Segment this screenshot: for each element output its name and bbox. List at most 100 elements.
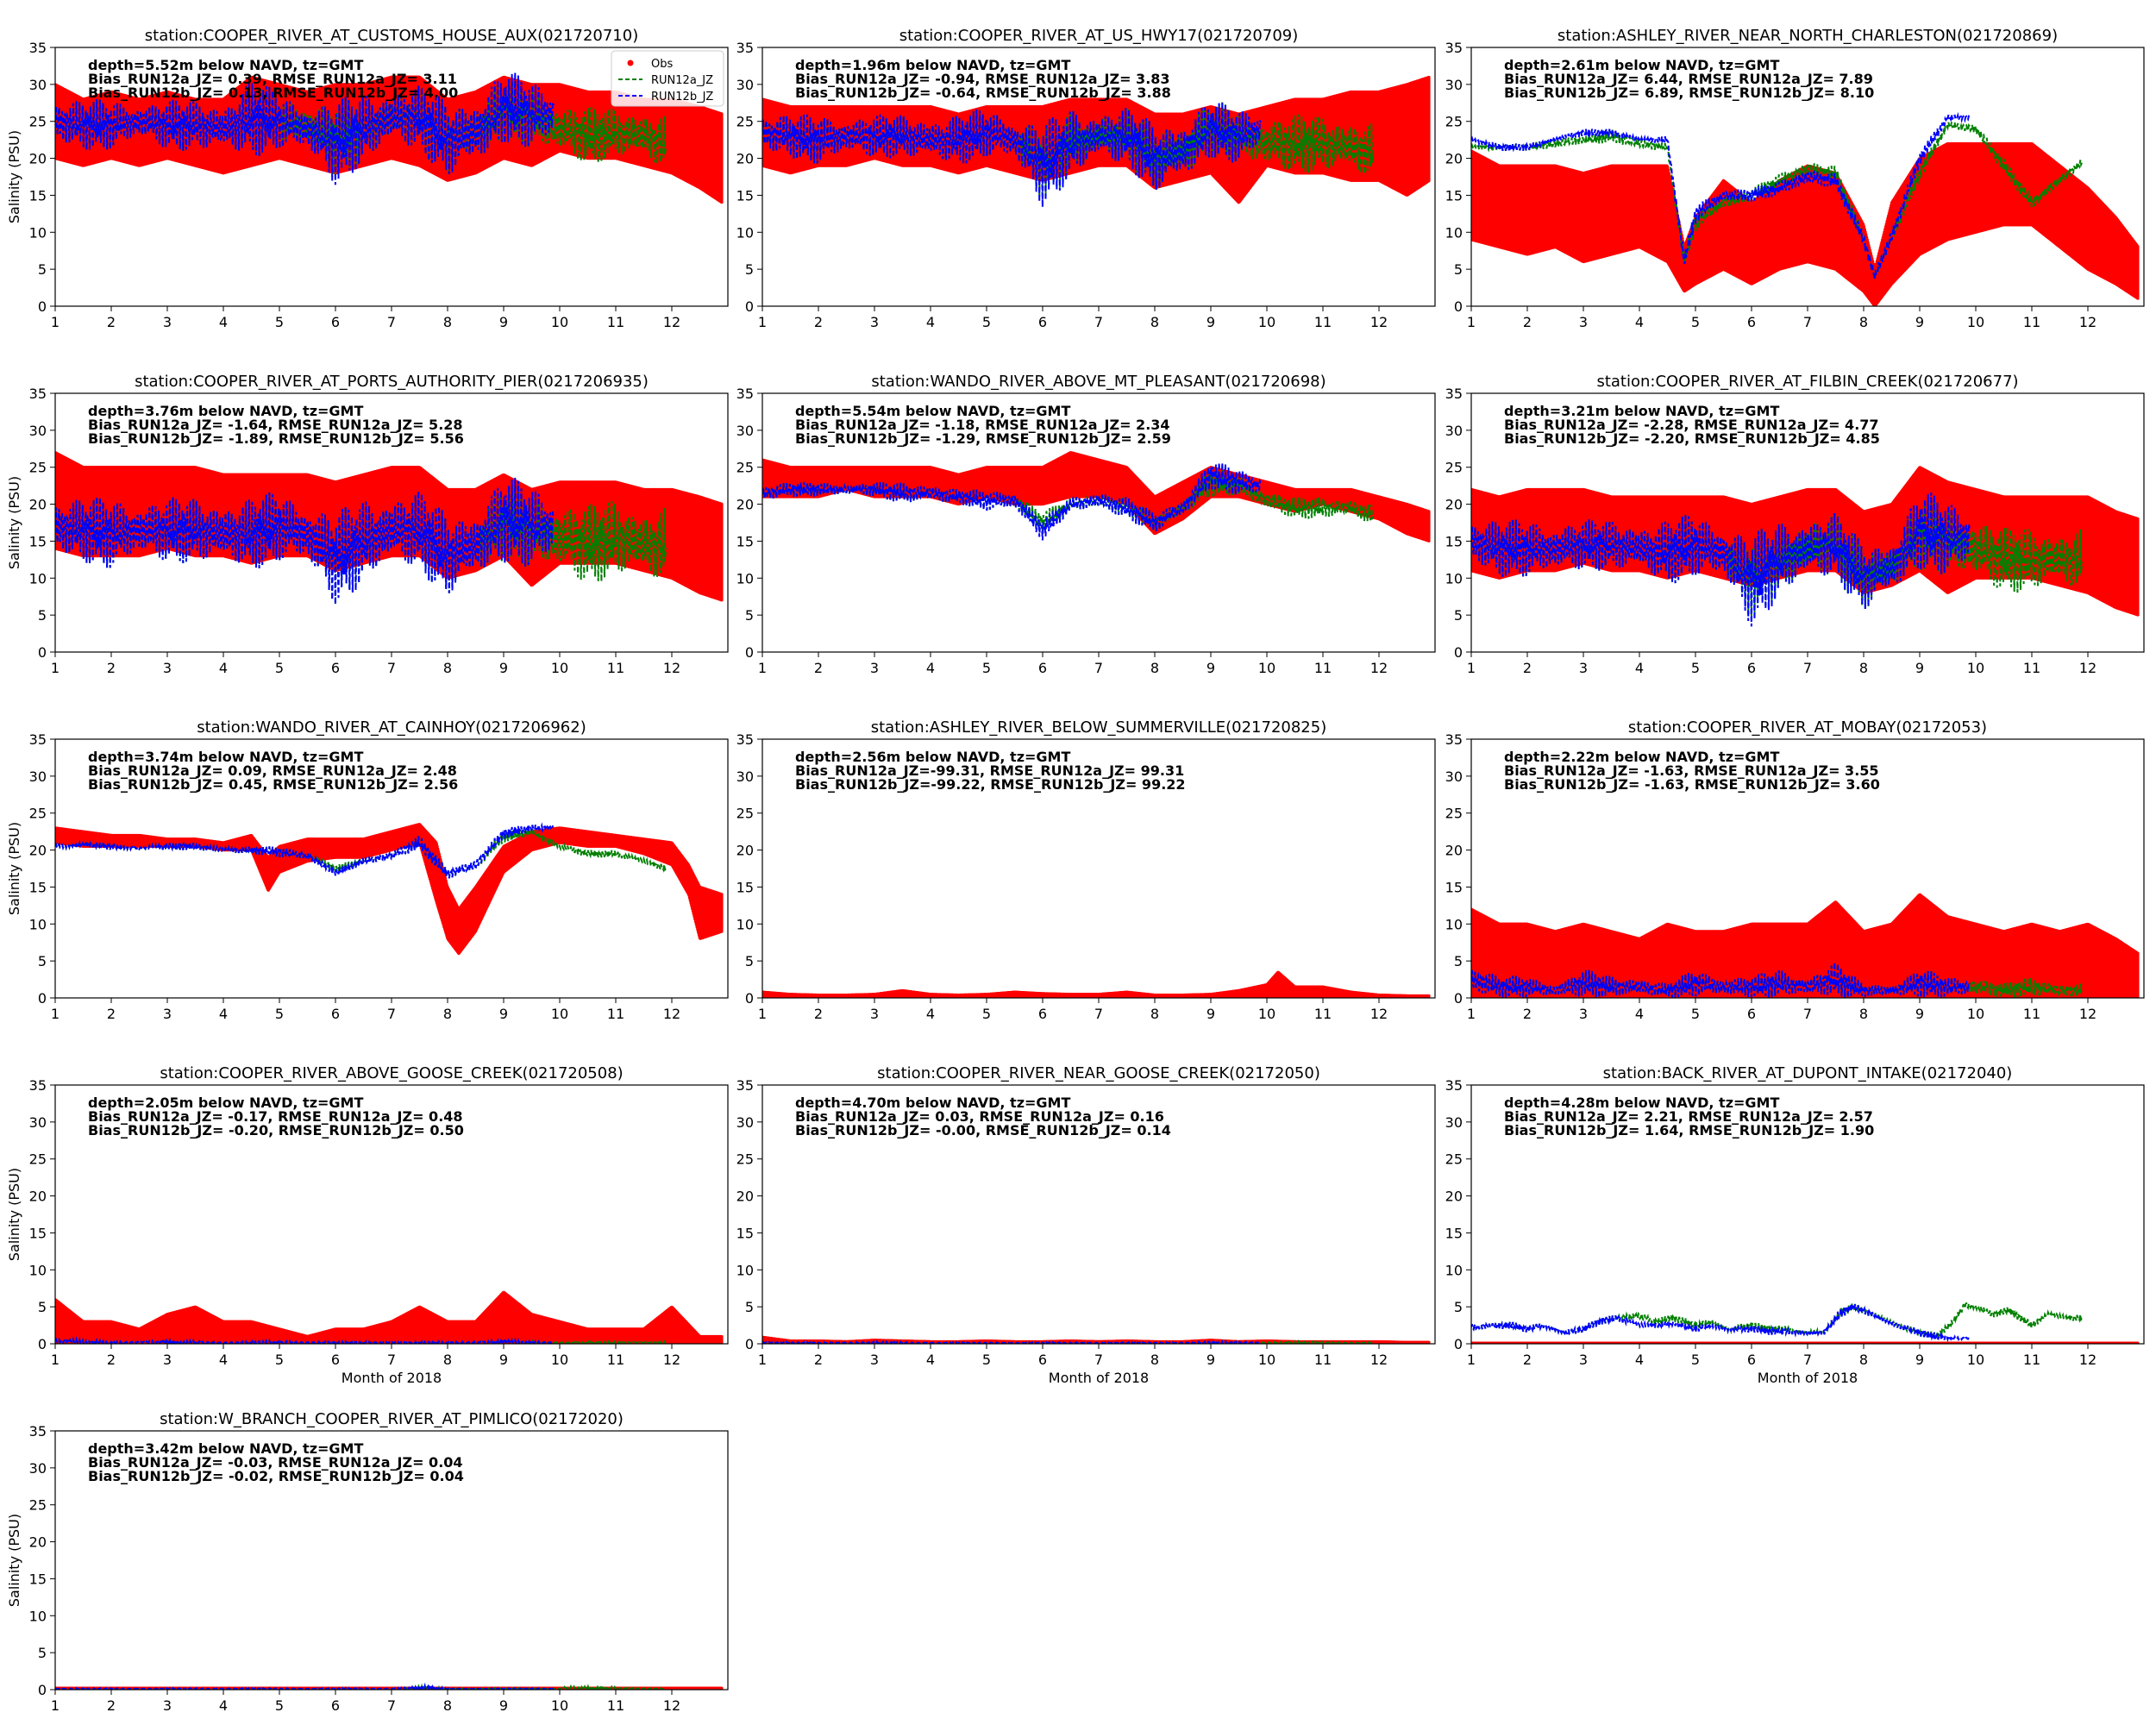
y-tick-label: 35 [29, 40, 47, 56]
y-tick-label: 30 [29, 423, 47, 439]
data-area [55, 450, 724, 605]
y-tick-label: 0 [1454, 298, 1463, 315]
y-tick-label: 30 [1445, 77, 1463, 93]
data-area [762, 451, 1431, 543]
panel-title: station:COOPER_RIVER_AT_PORTS_AUTHORITY_… [135, 373, 649, 391]
x-tick-label: 4 [219, 660, 228, 676]
x-tick-label: 2 [814, 314, 823, 330]
y-tick-label: 35 [1445, 40, 1463, 56]
y-tick-label: 20 [29, 497, 47, 513]
series-obs [1471, 141, 2140, 306]
x-tick-label: 8 [443, 314, 452, 330]
y-tick-label: 30 [736, 77, 754, 93]
y-tick-label: 20 [29, 151, 47, 167]
x-tick-label: 5 [275, 660, 284, 676]
y-tick-label: 35 [736, 40, 754, 56]
legend: Obs RUN12a_JZ RUN12b_JZ [611, 50, 724, 107]
stats-line: Bias_RUN12b_JZ= 0.13, RMSE_RUN12b_JZ= 4.… [88, 85, 458, 101]
x-tick-label: 7 [1803, 314, 1812, 330]
series-run12b-jz [55, 477, 555, 605]
y-axis-label: Salinity (PSU) [6, 130, 22, 223]
x-tick-label: 12 [663, 660, 680, 676]
y-tick-label: 15 [29, 533, 47, 549]
x-tick-label: 12 [663, 314, 680, 330]
series-run12a-jz [1471, 122, 2083, 280]
station-panel: 1 2 3 4 5 6 7 8 9 10 11 1205101520253035station:ASH… [1445, 27, 2145, 330]
x-tick-label: 4 [219, 314, 228, 330]
y-tick-label: 10 [736, 224, 754, 241]
x-tick-label: 12 [1370, 314, 1388, 330]
x-tick-label: 10 [551, 660, 568, 676]
x-tick-label: 6 [331, 660, 340, 676]
stats-line: depth=2.61m below NAVD, tz=GMT [1504, 57, 1779, 73]
y-axis-label: Salinity (PSU) [6, 476, 22, 569]
model-line [1471, 122, 2083, 280]
y-tick-label: 20 [1445, 151, 1463, 167]
x-tick-label: 9 [499, 660, 508, 676]
x-tick-label: 6 [1038, 314, 1047, 330]
x-tick-label: 1 [51, 314, 60, 330]
x-tick-label: 7 [387, 660, 396, 676]
x-tick-label: 3 [870, 314, 879, 330]
y-tick-label: 25 [736, 114, 754, 130]
x-tick-label: 8 [1859, 314, 1868, 330]
x-tick-label: 6 [1747, 314, 1756, 330]
x-tick-label: 9 [499, 314, 508, 330]
x-tick-label: 5 [275, 314, 284, 330]
legend-entry: Obs [651, 58, 673, 71]
stats-line: depth=3.76m below NAVD, tz=GMT [88, 403, 363, 419]
data-area [762, 75, 1431, 208]
x-tick-label: 10 [551, 314, 568, 330]
x-tick-label: 7 [387, 314, 396, 330]
x-tick-label: 5 [1691, 314, 1700, 330]
stats-line: depth=5.52m below NAVD, tz=GMT [88, 57, 363, 73]
stats-line: Bias_RUN12b_JZ= -1.89, RMSE_RUN12b_JZ= 5… [88, 430, 464, 447]
x-tick-label: 9 [1206, 314, 1215, 330]
series-run12b-jz [55, 72, 555, 185]
y-tick-label: 15 [736, 187, 754, 204]
station-panel: 1 2 3 4 5 6 7 8 9 10 11 1205101520253035station:WAN… [736, 373, 1436, 676]
x-tick-label: 4 [926, 314, 935, 330]
y-tick-label: 0 [38, 298, 47, 315]
station-panel: 1 2 3 4 5 6 7 8 9 10 11 1205101520253035station:COO… [6, 27, 729, 330]
x-tick-label: 11 [607, 314, 624, 330]
x-tick-label: 9 [1915, 314, 1924, 330]
legend-entry: RUN12a_JZ [651, 74, 713, 87]
x-tick-label: 5 [982, 314, 991, 330]
x-tick-label: 7 [1094, 314, 1103, 330]
y-tick-label: 0 [38, 644, 47, 661]
x-tick-label: 11 [1314, 314, 1332, 330]
station-panel: 1 2 3 4 5 6 7 8 9 10 11 1205101520253035station:COO… [6, 373, 729, 676]
y-tick-label: 25 [1445, 114, 1463, 130]
x-tick-label: 2 [107, 660, 116, 676]
panel-title: station:COOPER_RIVER_AT_CUSTOMS_HOUSE_AU… [145, 27, 638, 45]
x-tick-label: 11 [2023, 314, 2040, 330]
model-line [1471, 111, 1971, 280]
stats-line: Bias_RUN12a_JZ= -1.64, RMSE_RUN12a_JZ= 5… [88, 417, 463, 433]
x-tick-label: 3 [163, 660, 172, 676]
stats-line: Bias_RUN12a_JZ= -0.94, RMSE_RUN12a_JZ= 3… [795, 71, 1170, 87]
y-tick-label: 15 [1445, 187, 1463, 204]
x-tick-label: 6 [331, 314, 340, 330]
model-line [55, 72, 555, 185]
y-tick-label: 30 [29, 77, 47, 93]
series-run12b-jz [762, 102, 1262, 208]
stats-line: Bias_RUN12a_JZ= 0.39, RMSE_RUN12a_JZ= 3.… [88, 71, 457, 87]
station-panel: 1 2 3 4 5 6 7 8 9 10 11 1205101520253035station:COO… [736, 27, 1436, 330]
x-tick-label: 11 [607, 660, 624, 676]
stats-line: depth=1.96m below NAVD, tz=GMT [795, 57, 1070, 73]
y-tick-label: 5 [38, 261, 47, 278]
y-tick-label: 10 [1445, 224, 1463, 241]
x-tick-label: 4 [1635, 314, 1644, 330]
y-tick-label: 5 [745, 261, 754, 278]
x-tick-label: 10 [1967, 314, 1984, 330]
y-tick-label: 15 [29, 187, 47, 204]
x-tick-label: 10 [1258, 314, 1275, 330]
model-line [55, 477, 555, 605]
y-tick-label: 25 [29, 460, 47, 476]
y-tick-label: 10 [29, 570, 47, 586]
y-tick-label: 5 [1454, 261, 1463, 278]
x-tick-label: 1 [758, 314, 767, 330]
legend-entry: RUN12b_JZ [651, 91, 713, 104]
